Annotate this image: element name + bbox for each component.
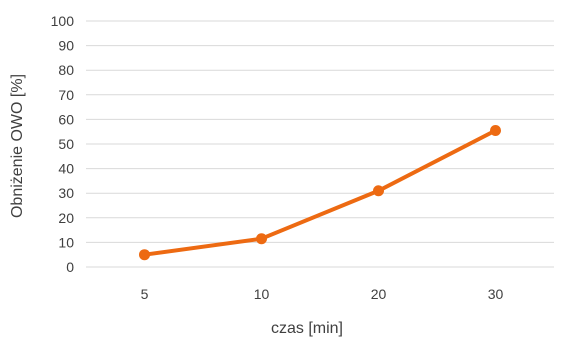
series-line — [142, 128, 498, 257]
x-tick-label: 20 — [371, 286, 387, 302]
data-point — [256, 233, 267, 245]
y-tick-label: 20 — [58, 210, 74, 226]
x-tick-label: 30 — [488, 286, 504, 302]
y-tick-label: 80 — [58, 62, 74, 78]
y-tick-labels: 0 10 20 30 40 50 60 70 80 90 100 — [51, 13, 75, 275]
x-tick-label: 10 — [254, 286, 270, 302]
y-tick-label: 30 — [58, 185, 74, 201]
y-tick-label: 10 — [58, 234, 74, 250]
y-tick-label: 70 — [58, 87, 74, 103]
y-tick-label: 60 — [58, 111, 74, 127]
x-tick-labels: 5 10 20 30 — [141, 286, 504, 302]
gridlines — [86, 20, 554, 268]
y-tick-label: 40 — [58, 161, 74, 177]
y-tick-label: 100 — [51, 13, 75, 29]
y-tick-label: 50 — [58, 136, 74, 152]
y-tick-label: 90 — [58, 38, 74, 54]
x-tick-label: 5 — [141, 286, 149, 302]
data-point — [373, 185, 384, 197]
data-point — [490, 124, 501, 136]
x-axis-title: czas [min] — [271, 320, 343, 337]
y-tick-label: 0 — [66, 259, 74, 275]
series-group — [139, 124, 501, 261]
y-axis-title: Obniżenie OWO [%] — [9, 74, 26, 218]
data-point — [139, 249, 150, 261]
